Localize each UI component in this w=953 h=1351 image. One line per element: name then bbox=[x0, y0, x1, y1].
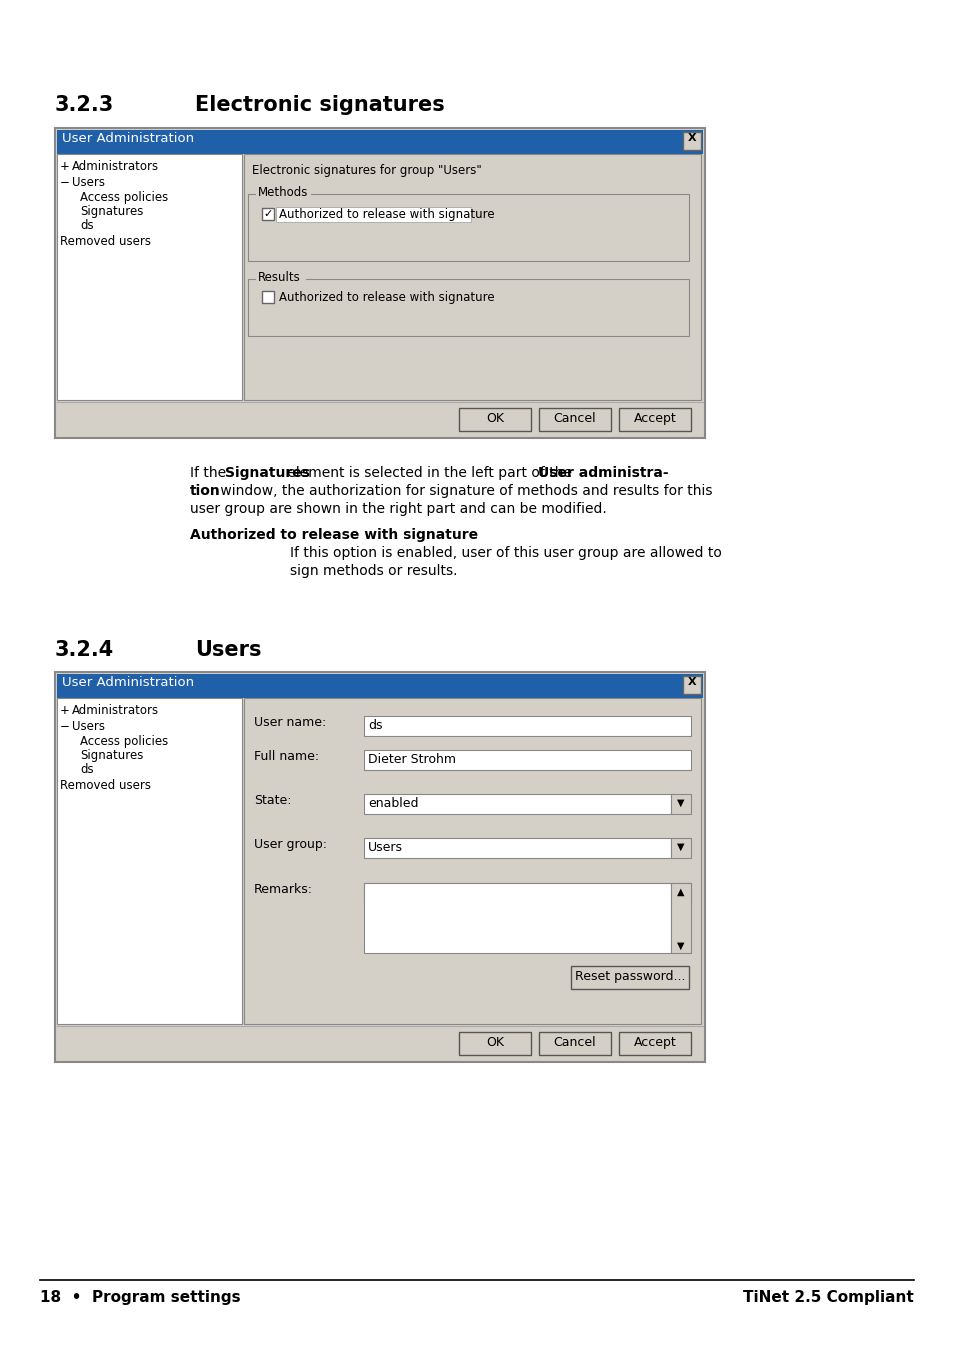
Text: −: − bbox=[60, 176, 70, 189]
Bar bbox=[57, 698, 242, 1024]
Bar bbox=[262, 208, 274, 220]
Text: element is selected in the left part of the: element is selected in the left part of … bbox=[283, 466, 576, 480]
Text: If the: If the bbox=[190, 466, 231, 480]
Text: Electronic signatures for group "Users": Electronic signatures for group "Users" bbox=[252, 163, 481, 177]
Text: X: X bbox=[687, 677, 696, 688]
Text: Access policies: Access policies bbox=[80, 735, 168, 748]
Bar bbox=[57, 1025, 702, 1061]
Text: Results: Results bbox=[257, 272, 300, 284]
Bar bbox=[670, 794, 690, 815]
Bar bbox=[618, 1032, 690, 1055]
Text: Accept: Accept bbox=[633, 412, 676, 426]
Text: −: − bbox=[60, 720, 70, 734]
Text: Users: Users bbox=[71, 720, 105, 734]
Text: User name:: User name: bbox=[253, 716, 326, 730]
Text: Methods: Methods bbox=[257, 186, 308, 199]
Text: Removed users: Removed users bbox=[60, 780, 151, 792]
Text: OK: OK bbox=[485, 1036, 503, 1048]
Text: Administrators: Administrators bbox=[71, 704, 159, 717]
Text: TiNet 2.5 Compliant: TiNet 2.5 Compliant bbox=[742, 1290, 913, 1305]
Text: ▲: ▲ bbox=[677, 888, 684, 897]
Text: ✓: ✓ bbox=[263, 209, 273, 219]
Text: Full name:: Full name: bbox=[253, 750, 319, 763]
Bar bbox=[538, 408, 610, 431]
Text: Signatures: Signatures bbox=[80, 205, 143, 218]
Bar bbox=[682, 676, 700, 694]
Text: State:: State: bbox=[253, 794, 292, 807]
Text: ▼: ▼ bbox=[677, 798, 684, 808]
Bar bbox=[248, 195, 688, 261]
Text: window, the authorization for signature of methods and results for this: window, the authorization for signature … bbox=[215, 484, 712, 499]
Bar bbox=[618, 408, 690, 431]
Bar bbox=[670, 884, 690, 952]
Text: User Administration: User Administration bbox=[62, 132, 193, 145]
Text: If this option is enabled, user of this user group are allowed to: If this option is enabled, user of this … bbox=[290, 546, 721, 561]
Text: sign methods or results.: sign methods or results. bbox=[290, 563, 457, 578]
Text: Users: Users bbox=[71, 176, 105, 189]
Text: Reset password...: Reset password... bbox=[574, 970, 684, 984]
Bar bbox=[364, 884, 690, 902]
Text: +: + bbox=[60, 704, 70, 717]
Bar bbox=[682, 132, 700, 150]
Bar bbox=[244, 698, 700, 1024]
Text: Access policies: Access policies bbox=[80, 190, 168, 204]
Text: Authorized to release with signature: Authorized to release with signature bbox=[190, 528, 477, 542]
Text: ▼: ▼ bbox=[677, 842, 684, 852]
Text: ds: ds bbox=[80, 763, 93, 775]
Bar bbox=[364, 794, 670, 815]
Text: User Administration: User Administration bbox=[62, 676, 193, 689]
Bar bbox=[57, 154, 242, 400]
Text: Signatures: Signatures bbox=[225, 466, 310, 480]
Bar bbox=[57, 403, 702, 436]
Bar bbox=[571, 966, 688, 989]
Bar bbox=[248, 280, 688, 336]
Text: enabled: enabled bbox=[368, 797, 418, 811]
Bar bbox=[364, 716, 690, 736]
Text: 3.2.4: 3.2.4 bbox=[55, 640, 114, 661]
Text: 18  •  Program settings: 18 • Program settings bbox=[40, 1290, 240, 1305]
Text: X: X bbox=[687, 132, 696, 143]
Text: Cancel: Cancel bbox=[553, 1036, 596, 1048]
Text: 3.2.3: 3.2.3 bbox=[55, 95, 114, 115]
Text: Accept: Accept bbox=[633, 1036, 676, 1048]
Text: Authorized to release with signature: Authorized to release with signature bbox=[278, 290, 494, 304]
Text: Dieter Strohm: Dieter Strohm bbox=[368, 753, 456, 766]
Text: +: + bbox=[60, 159, 70, 173]
Text: Administrators: Administrators bbox=[71, 159, 159, 173]
Bar bbox=[538, 1032, 610, 1055]
Bar bbox=[364, 838, 670, 858]
Text: User administra-: User administra- bbox=[537, 466, 668, 480]
Text: Cancel: Cancel bbox=[553, 412, 596, 426]
Bar bbox=[458, 408, 531, 431]
Bar bbox=[458, 1032, 531, 1055]
Text: tion: tion bbox=[190, 484, 220, 499]
Text: ▼: ▼ bbox=[677, 942, 684, 951]
Bar bbox=[255, 272, 306, 282]
Bar bbox=[364, 750, 690, 770]
Text: Authorized to release with signature: Authorized to release with signature bbox=[278, 208, 494, 222]
Bar bbox=[57, 130, 702, 154]
Bar bbox=[364, 884, 670, 952]
Text: ds: ds bbox=[368, 719, 382, 732]
Bar bbox=[255, 186, 311, 199]
Text: Users: Users bbox=[194, 640, 261, 661]
Text: Electronic signatures: Electronic signatures bbox=[194, 95, 444, 115]
Text: ds: ds bbox=[80, 219, 93, 232]
Text: User group:: User group: bbox=[253, 838, 327, 851]
Text: Users: Users bbox=[368, 842, 402, 854]
Bar bbox=[275, 207, 471, 222]
Bar bbox=[55, 671, 704, 1062]
Bar bbox=[670, 838, 690, 858]
Text: OK: OK bbox=[485, 412, 503, 426]
Text: Remarks:: Remarks: bbox=[253, 884, 313, 896]
Text: Removed users: Removed users bbox=[60, 235, 151, 249]
Bar bbox=[262, 290, 274, 303]
Text: Signatures: Signatures bbox=[80, 748, 143, 762]
Bar bbox=[57, 674, 702, 698]
Bar bbox=[55, 128, 704, 438]
Bar bbox=[244, 154, 700, 400]
Text: user group are shown in the right part and can be modified.: user group are shown in the right part a… bbox=[190, 503, 606, 516]
